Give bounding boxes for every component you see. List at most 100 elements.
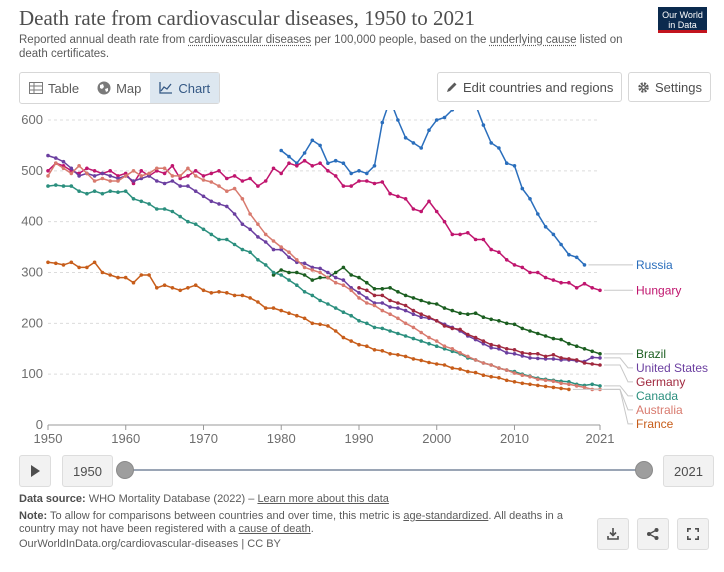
- data-point-germany: [598, 363, 602, 367]
- data-point-australia: [295, 258, 299, 262]
- data-point-australia: [473, 358, 478, 362]
- settings-button[interactable]: Settings: [628, 72, 711, 102]
- data-point-russia: [512, 164, 517, 168]
- data-point-united-states: [388, 305, 392, 309]
- data-point-france: [225, 291, 229, 295]
- data-point-brazil: [497, 319, 501, 323]
- data-point-canada: [263, 263, 268, 267]
- data-point-australia: [380, 308, 385, 313]
- data-point-brazil: [295, 270, 299, 275]
- data-point-canada: [209, 232, 214, 237]
- data-point-russia: [434, 118, 439, 122]
- edit-countries-button[interactable]: Edit countries and regions: [437, 72, 623, 102]
- data-point-canada: [100, 191, 105, 196]
- data-point-canada: [302, 290, 307, 294]
- data-point-united-states: [139, 176, 144, 181]
- data-point-germany: [574, 358, 579, 362]
- timeline-track[interactable]: [124, 469, 643, 471]
- data-point-germany: [520, 351, 525, 355]
- data-point-canada: [380, 326, 385, 331]
- data-point-united-states: [504, 351, 509, 355]
- tab-map[interactable]: Map: [88, 73, 150, 103]
- owid-logo[interactable]: Our World in Data: [658, 7, 707, 33]
- gear-icon: [638, 81, 649, 93]
- data-point-france: [232, 293, 237, 298]
- data-point-hungary: [481, 237, 486, 242]
- data-point-germany: [427, 315, 431, 319]
- data-point-hungary: [567, 280, 571, 285]
- timeline-start-label[interactable]: 1950: [62, 455, 113, 487]
- source-url[interactable]: OurWorldInData.org/cardiovascular-diseas…: [19, 538, 281, 550]
- timeline-start-handle[interactable]: [116, 461, 134, 479]
- cause-of-death-link[interactable]: cause of death: [238, 523, 311, 535]
- data-point-germany: [419, 312, 424, 316]
- data-point-united-states: [77, 174, 81, 178]
- data-point-hungary: [131, 181, 136, 186]
- tab-chart[interactable]: Chart: [150, 73, 220, 103]
- data-point-united-states: [170, 179, 175, 183]
- data-point-germany: [403, 303, 408, 308]
- series-label-hungary: Hungary: [636, 283, 681, 297]
- data-point-hungary: [341, 184, 346, 188]
- series-line-germany: [358, 287, 601, 366]
- data-point-france: [458, 367, 462, 371]
- data-point-australia: [77, 164, 81, 168]
- data-point-united-states: [131, 179, 136, 183]
- data-point-hungary: [380, 180, 385, 184]
- x-tick-label: 2000: [422, 431, 451, 445]
- data-point-canada: [61, 184, 66, 188]
- data-point-canada: [116, 190, 120, 194]
- data-point-hungary: [427, 199, 431, 204]
- data-point-hungary: [139, 169, 144, 173]
- data-point-australia: [333, 280, 338, 285]
- data-point-canada: [108, 189, 112, 193]
- learn-more-link[interactable]: Learn more about this data: [257, 493, 389, 505]
- data-point-hungary: [248, 176, 252, 181]
- data-point-united-states: [186, 184, 190, 188]
- cardiovascular-diseases-link[interactable]: cardiovascular diseases: [188, 34, 312, 46]
- data-point-france: [489, 374, 494, 379]
- data-point-germany: [489, 342, 494, 347]
- tab-table[interactable]: Table: [20, 73, 88, 103]
- data-point-australia: [442, 344, 447, 348]
- y-tick-label: 100: [21, 366, 43, 381]
- data-point-russia: [326, 161, 330, 165]
- data-point-hungary: [504, 258, 509, 262]
- play-button[interactable]: [19, 455, 51, 487]
- data-point-united-states: [279, 247, 284, 252]
- data-point-united-states: [302, 261, 307, 266]
- data-point-canada: [388, 329, 392, 333]
- data-point-brazil: [365, 280, 369, 285]
- data-point-france: [209, 291, 214, 295]
- data-point-brazil: [574, 344, 579, 348]
- data-point-australia: [123, 174, 128, 178]
- data-point-russia: [318, 143, 322, 148]
- download-button[interactable]: [597, 518, 629, 550]
- data-point-australia: [108, 179, 112, 183]
- data-point-australia: [497, 366, 501, 370]
- timeline-end-handle[interactable]: [635, 461, 653, 479]
- share-button[interactable]: [637, 518, 669, 550]
- data-point-russia: [365, 171, 369, 176]
- data-point-brazil: [396, 290, 400, 294]
- data-point-united-states: [333, 275, 338, 280]
- data-point-russia: [450, 110, 455, 112]
- data-point-hungary: [116, 174, 120, 178]
- data-point-australia: [310, 268, 315, 272]
- age-standardized-link[interactable]: age-standardized: [403, 510, 489, 522]
- data-point-brazil: [590, 349, 594, 354]
- data-point-france: [139, 273, 144, 277]
- data-point-russia: [567, 252, 571, 257]
- fullscreen-button[interactable]: [677, 518, 709, 550]
- data-point-australia: [162, 166, 167, 171]
- timeline-end-label[interactable]: 2021: [663, 455, 714, 487]
- data-point-russia: [543, 225, 548, 229]
- data-point-brazil: [271, 273, 276, 277]
- data-point-france: [302, 316, 307, 321]
- data-point-russia: [302, 151, 307, 155]
- data-point-australia: [232, 186, 237, 191]
- underlying-cause-link[interactable]: underlying cause: [489, 34, 577, 46]
- data-point-hungary: [302, 158, 307, 163]
- data-point-united-states: [528, 356, 532, 360]
- data-point-france: [69, 260, 74, 265]
